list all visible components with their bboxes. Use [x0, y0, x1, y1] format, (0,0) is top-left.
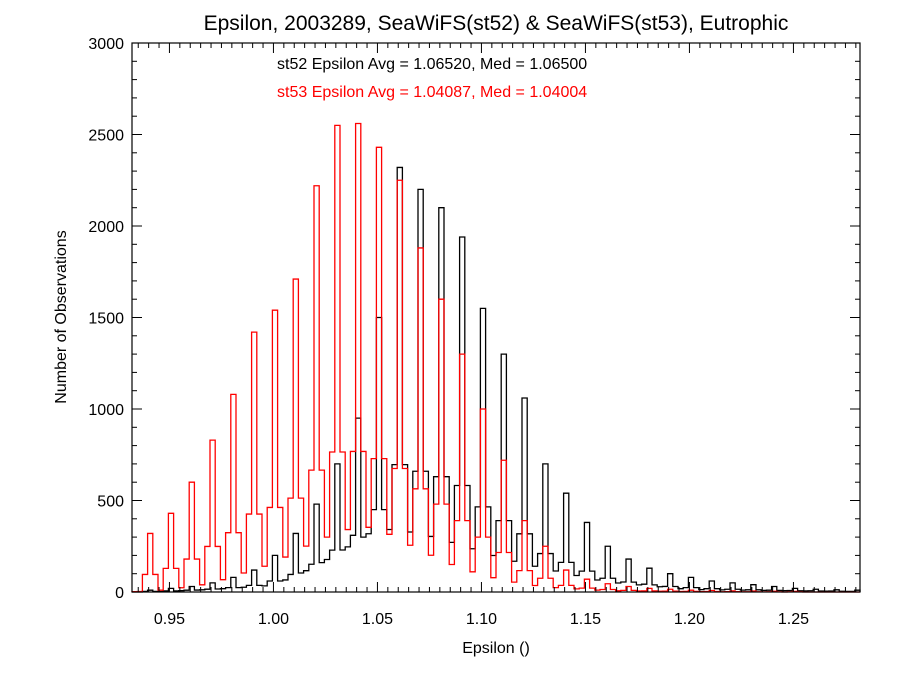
x-tick-label: 1.00 [258, 611, 289, 628]
series-st52-histogram [132, 166, 861, 593]
y-tick-label: 2500 [88, 128, 124, 145]
x-tick-label: 0.95 [154, 611, 185, 628]
series-layer [131, 122, 861, 593]
y-tick-label: 0 [115, 585, 124, 602]
x-tick-label: 1.25 [778, 611, 809, 628]
y-tick-label: 1500 [88, 311, 124, 328]
x-tick-label: 1.05 [362, 611, 393, 628]
plot-frame [131, 42, 861, 593]
x-tick-label: 1.15 [570, 611, 601, 628]
x-axis: 0.95 1.00 1.05 1.10 1.15 1.20 1.25 [137, 43, 857, 628]
st52-stats-annotation: st52 Epsilon Avg = 1.06520, Med = 1.0650… [277, 56, 587, 73]
x-tick-label: 1.20 [674, 611, 705, 628]
y-axis: 0 500 1000 1500 2000 2500 3000 [88, 36, 860, 602]
x-axis-label: Epsilon () [462, 640, 530, 657]
y-tick-label: 3000 [88, 36, 124, 53]
st53-stats-annotation: st53 Epsilon Avg = 1.04087, Med = 1.0400… [277, 84, 587, 101]
x-tick-label: 1.10 [466, 611, 497, 628]
y-tick-label: 500 [97, 494, 124, 511]
y-tick-label: 1000 [88, 402, 124, 419]
chart-title: Epsilon, 2003289, SeaWiFS(st52) & SeaWiF… [204, 12, 789, 35]
y-axis-label: Number of Observations [53, 230, 70, 403]
y-tick-label: 2000 [88, 219, 124, 236]
